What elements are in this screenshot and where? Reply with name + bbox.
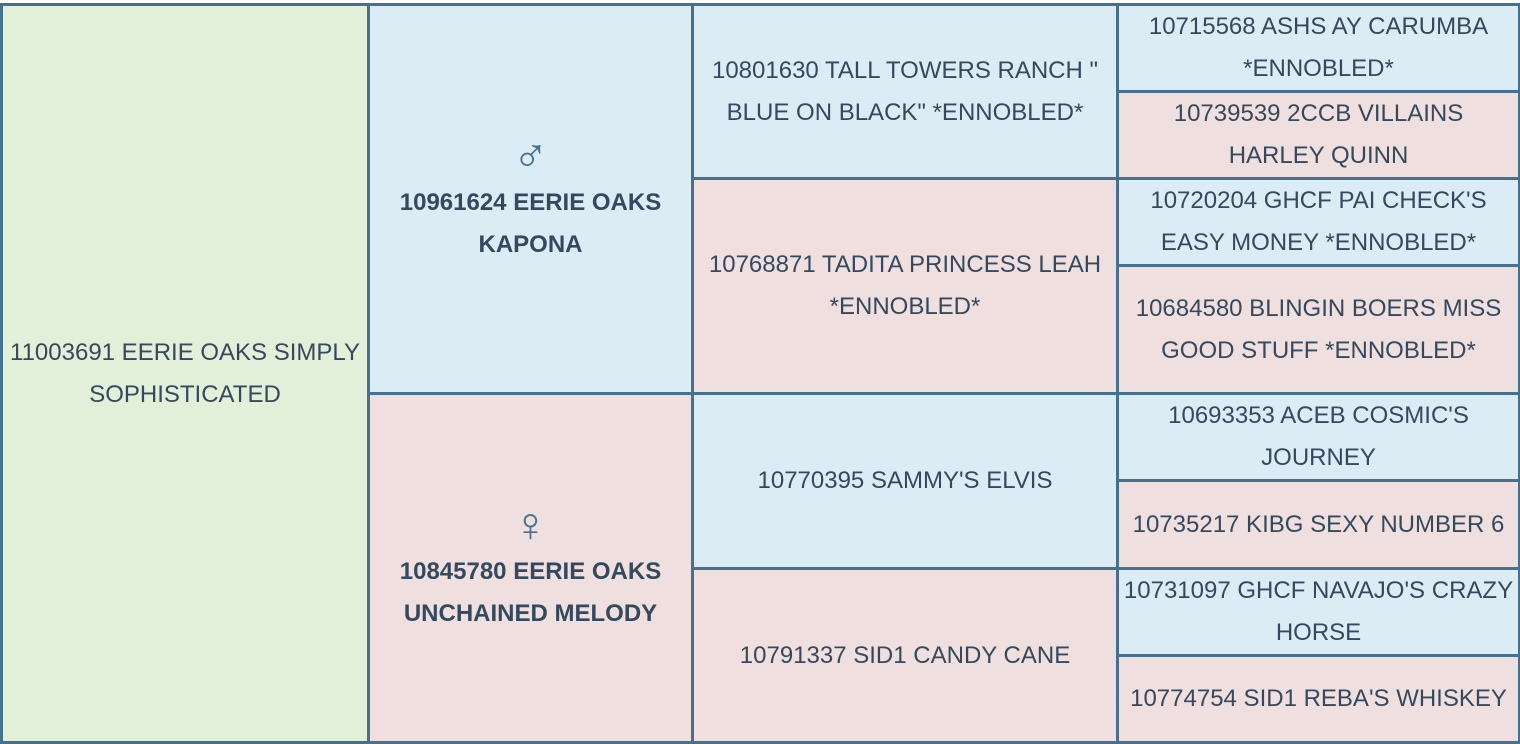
sire-cell[interactable]: ♂ 10961624 EERIE OAKS KAPONA: [367, 3, 694, 395]
dam-name: 10845780 EERIE OAKS UNCHAINED MELODY: [399, 558, 662, 627]
grandparent-cell[interactable]: 10768871 TADITA PRINCESS LEAH *ENNOBLED*: [691, 177, 1119, 395]
grandparent-cell[interactable]: 10801630 TALL TOWERS RANCH " BLUE ON BLA…: [691, 3, 1119, 180]
great-grandparent-cell[interactable]: 10720204 GHCF PAI CHECK'S EASY MONEY *EN…: [1116, 177, 1520, 267]
great-grandparent-cell[interactable]: 10731097 GHCF NAVAJO'S CRAZY HORSE: [1116, 567, 1520, 657]
subject-cell: 11003691 EERIE OAKS SIMPLY SOPHISTICATED: [0, 3, 370, 744]
grandparent-cell[interactable]: 10791337 SID1 CANDY CANE: [691, 567, 1119, 744]
great-grandparent-cell[interactable]: 10774754 SID1 REBA'S WHISKEY: [1116, 654, 1520, 744]
great-grandparent-cell[interactable]: 10715568 ASHS AY CARUMBA *ENNOBLED*: [1116, 3, 1520, 93]
great-grandparent-cell[interactable]: 10684580 BLINGIN BOERS MISS GOOD STUFF *…: [1116, 264, 1520, 395]
great-grandparent-cell[interactable]: 10693353 ACEB COSMIC'S JOURNEY: [1116, 392, 1520, 482]
great-grandparent-cell[interactable]: 10739539 2CCB VILLAINS HARLEY QUINN: [1116, 90, 1520, 180]
dam-cell[interactable]: ♀ 10845780 EERIE OAKS UNCHAINED MELODY: [367, 392, 694, 744]
sire-name: 10961624 EERIE OAKS KAPONA: [399, 189, 662, 258]
great-grandparent-cell[interactable]: 10735217 KIBG SEXY NUMBER 6: [1116, 479, 1520, 570]
grandparent-cell[interactable]: 10770395 SAMMY'S ELVIS: [691, 392, 1119, 570]
female-symbol-icon: ♀: [512, 499, 549, 552]
male-symbol-icon: ♂: [512, 130, 549, 183]
pedigree-table: 11003691 EERIE OAKS SIMPLY SOPHISTICATED…: [0, 3, 1520, 744]
